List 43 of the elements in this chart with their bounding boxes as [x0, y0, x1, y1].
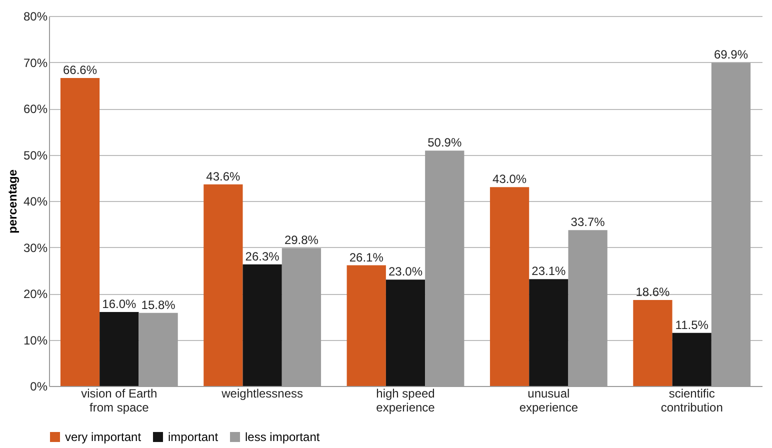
- data-label: 23.1%: [532, 264, 566, 278]
- y-tick-label: 20%: [23, 287, 48, 301]
- bar: [490, 187, 530, 386]
- y-tick-label: 60%: [23, 102, 48, 116]
- bar: [242, 264, 282, 386]
- data-label: 15.8%: [141, 298, 176, 312]
- legend-label: very important: [65, 430, 142, 444]
- bar: [204, 184, 243, 386]
- y-tick-label: 30%: [23, 240, 48, 255]
- bar: [386, 280, 426, 386]
- data-label: 26.1%: [349, 250, 384, 264]
- legend-label: important: [168, 430, 219, 444]
- data-label: 33.7%: [570, 215, 606, 230]
- data-label: 11.5%: [675, 318, 709, 332]
- x-tick-label: weightlessness: [220, 386, 304, 400]
- data-label: 18.6%: [636, 284, 670, 299]
- x-tick-label: scientific contribution: [660, 386, 723, 414]
- x-tick-label: unusual experience: [519, 386, 578, 414]
- legend-label: less important: [245, 430, 320, 444]
- y-tick-label: 70%: [23, 56, 48, 70]
- y-tick-label: 40%: [23, 194, 48, 208]
- x-tick-label: vision of Earth from space: [81, 386, 158, 414]
- bar: [633, 300, 672, 386]
- y-tick-label: 0%: [30, 380, 48, 394]
- bar: [529, 279, 568, 386]
- bar: [672, 332, 712, 386]
- y-tick-label: 80%: [23, 10, 48, 24]
- data-label: 66.6%: [63, 62, 98, 77]
- y-tick-label: 50%: [23, 148, 48, 162]
- data-label: 29.8%: [284, 233, 319, 248]
- data-label: 43.0%: [492, 172, 527, 186]
- y-axis-title: percentage: [5, 169, 20, 234]
- bar: [60, 78, 100, 386]
- data-label: 69.9%: [714, 48, 748, 62]
- bar: [100, 312, 139, 386]
- data-label: 16.0%: [102, 297, 136, 311]
- data-label: 43.6%: [206, 169, 241, 184]
- x-tick-label: high speed experience: [376, 386, 436, 414]
- y-tick-label: 10%: [23, 333, 48, 348]
- data-label: 50.9%: [428, 136, 462, 150]
- data-label: 26.3%: [245, 249, 280, 264]
- data-label: 23.0%: [388, 264, 423, 279]
- bar: [346, 265, 386, 386]
